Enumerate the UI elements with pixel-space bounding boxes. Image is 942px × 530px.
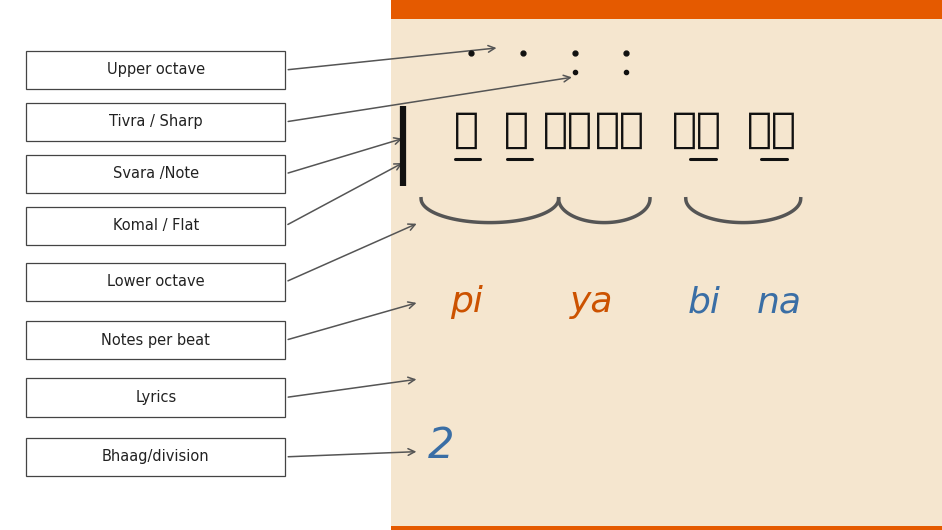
Text: 2: 2 <box>428 425 454 467</box>
Text: Lyrics: Lyrics <box>136 390 176 405</box>
FancyBboxPatch shape <box>26 321 285 359</box>
Bar <box>391 526 942 530</box>
Text: रे: रे <box>672 109 723 151</box>
FancyBboxPatch shape <box>26 378 285 417</box>
FancyBboxPatch shape <box>26 155 285 193</box>
Text: ग: ग <box>504 109 528 151</box>
Text: मं: मं <box>594 109 645 151</box>
Bar <box>391 0 942 530</box>
Text: रे: रे <box>747 109 798 151</box>
Text: Upper octave: Upper octave <box>106 63 205 77</box>
FancyBboxPatch shape <box>26 103 285 141</box>
Text: Notes per beat: Notes per beat <box>102 333 210 348</box>
Text: Svara /Note: Svara /Note <box>113 166 199 181</box>
FancyBboxPatch shape <box>26 438 285 476</box>
FancyBboxPatch shape <box>26 263 285 301</box>
Text: Komal / Flat: Komal / Flat <box>113 218 199 233</box>
Text: मं: मं <box>543 109 593 151</box>
Text: Tivra / Sharp: Tivra / Sharp <box>109 114 203 129</box>
Text: na: na <box>756 285 802 319</box>
Text: ya: ya <box>570 285 613 319</box>
Text: ग: ग <box>454 109 479 151</box>
FancyBboxPatch shape <box>26 51 285 89</box>
Text: Bhaag/division: Bhaag/division <box>102 449 210 464</box>
Bar <box>391 0 942 19</box>
FancyBboxPatch shape <box>26 207 285 245</box>
Text: Lower octave: Lower octave <box>107 275 204 289</box>
Text: bi: bi <box>689 285 721 319</box>
Text: pi: pi <box>450 285 482 319</box>
